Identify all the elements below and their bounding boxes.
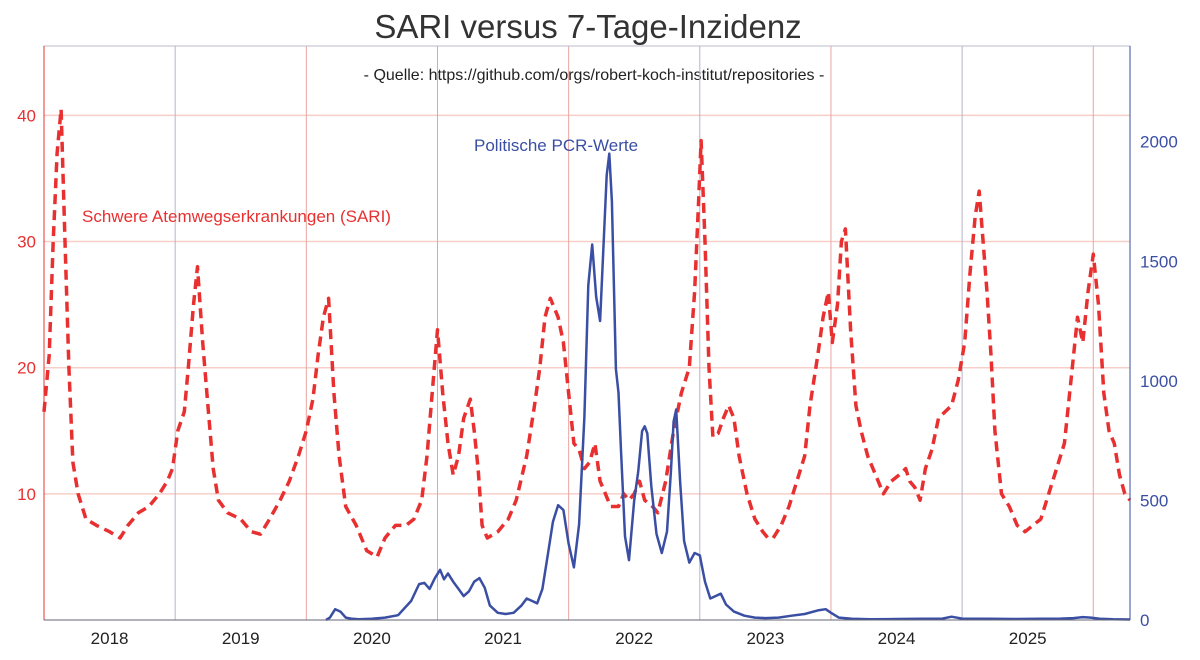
series-line-pcr	[325, 152, 1131, 622]
x-tick-label: 2021	[484, 629, 522, 648]
y-left-tick-label: 40	[17, 106, 36, 125]
chart-title: SARI versus 7-Tage-Inzidenz	[374, 8, 801, 45]
x-tick-label: 2025	[1009, 629, 1047, 648]
annotation-pcr: Politische PCR-Werte	[474, 136, 638, 155]
x-tick-label: 2024	[878, 629, 916, 648]
grid	[44, 46, 1130, 620]
axes	[43, 45, 1131, 621]
x-tick-label: 2018	[91, 629, 129, 648]
chart-subtitle: - Quelle: https://github.com/orgs/robert…	[364, 67, 825, 84]
y-right-tick-label: 500	[1140, 491, 1168, 510]
y-right-tick-label: 1500	[1140, 252, 1178, 271]
x-tick-label: 2023	[746, 629, 784, 648]
y-left-tick-label: 10	[17, 485, 36, 504]
annotation-sari: Schwere Atemwegserkrankungen (SARI)	[82, 207, 391, 226]
y-left-tick-label: 30	[17, 233, 36, 252]
x-tick-label: 2020	[353, 629, 391, 648]
tick-labels: 10 20 30 40 0 500 1000 1500 2000 2018 2019 2020 2021…	[17, 106, 1178, 648]
y-right-tick-label: 0	[1140, 611, 1149, 630]
y-right-tick-label: 2000	[1140, 133, 1178, 152]
y-left-tick-label: 20	[17, 359, 36, 378]
x-tick-label: 2019	[222, 629, 260, 648]
y-right-tick-label: 1000	[1140, 372, 1178, 391]
series-group	[42, 107, 1132, 622]
x-tick-label: 2022	[615, 629, 653, 648]
